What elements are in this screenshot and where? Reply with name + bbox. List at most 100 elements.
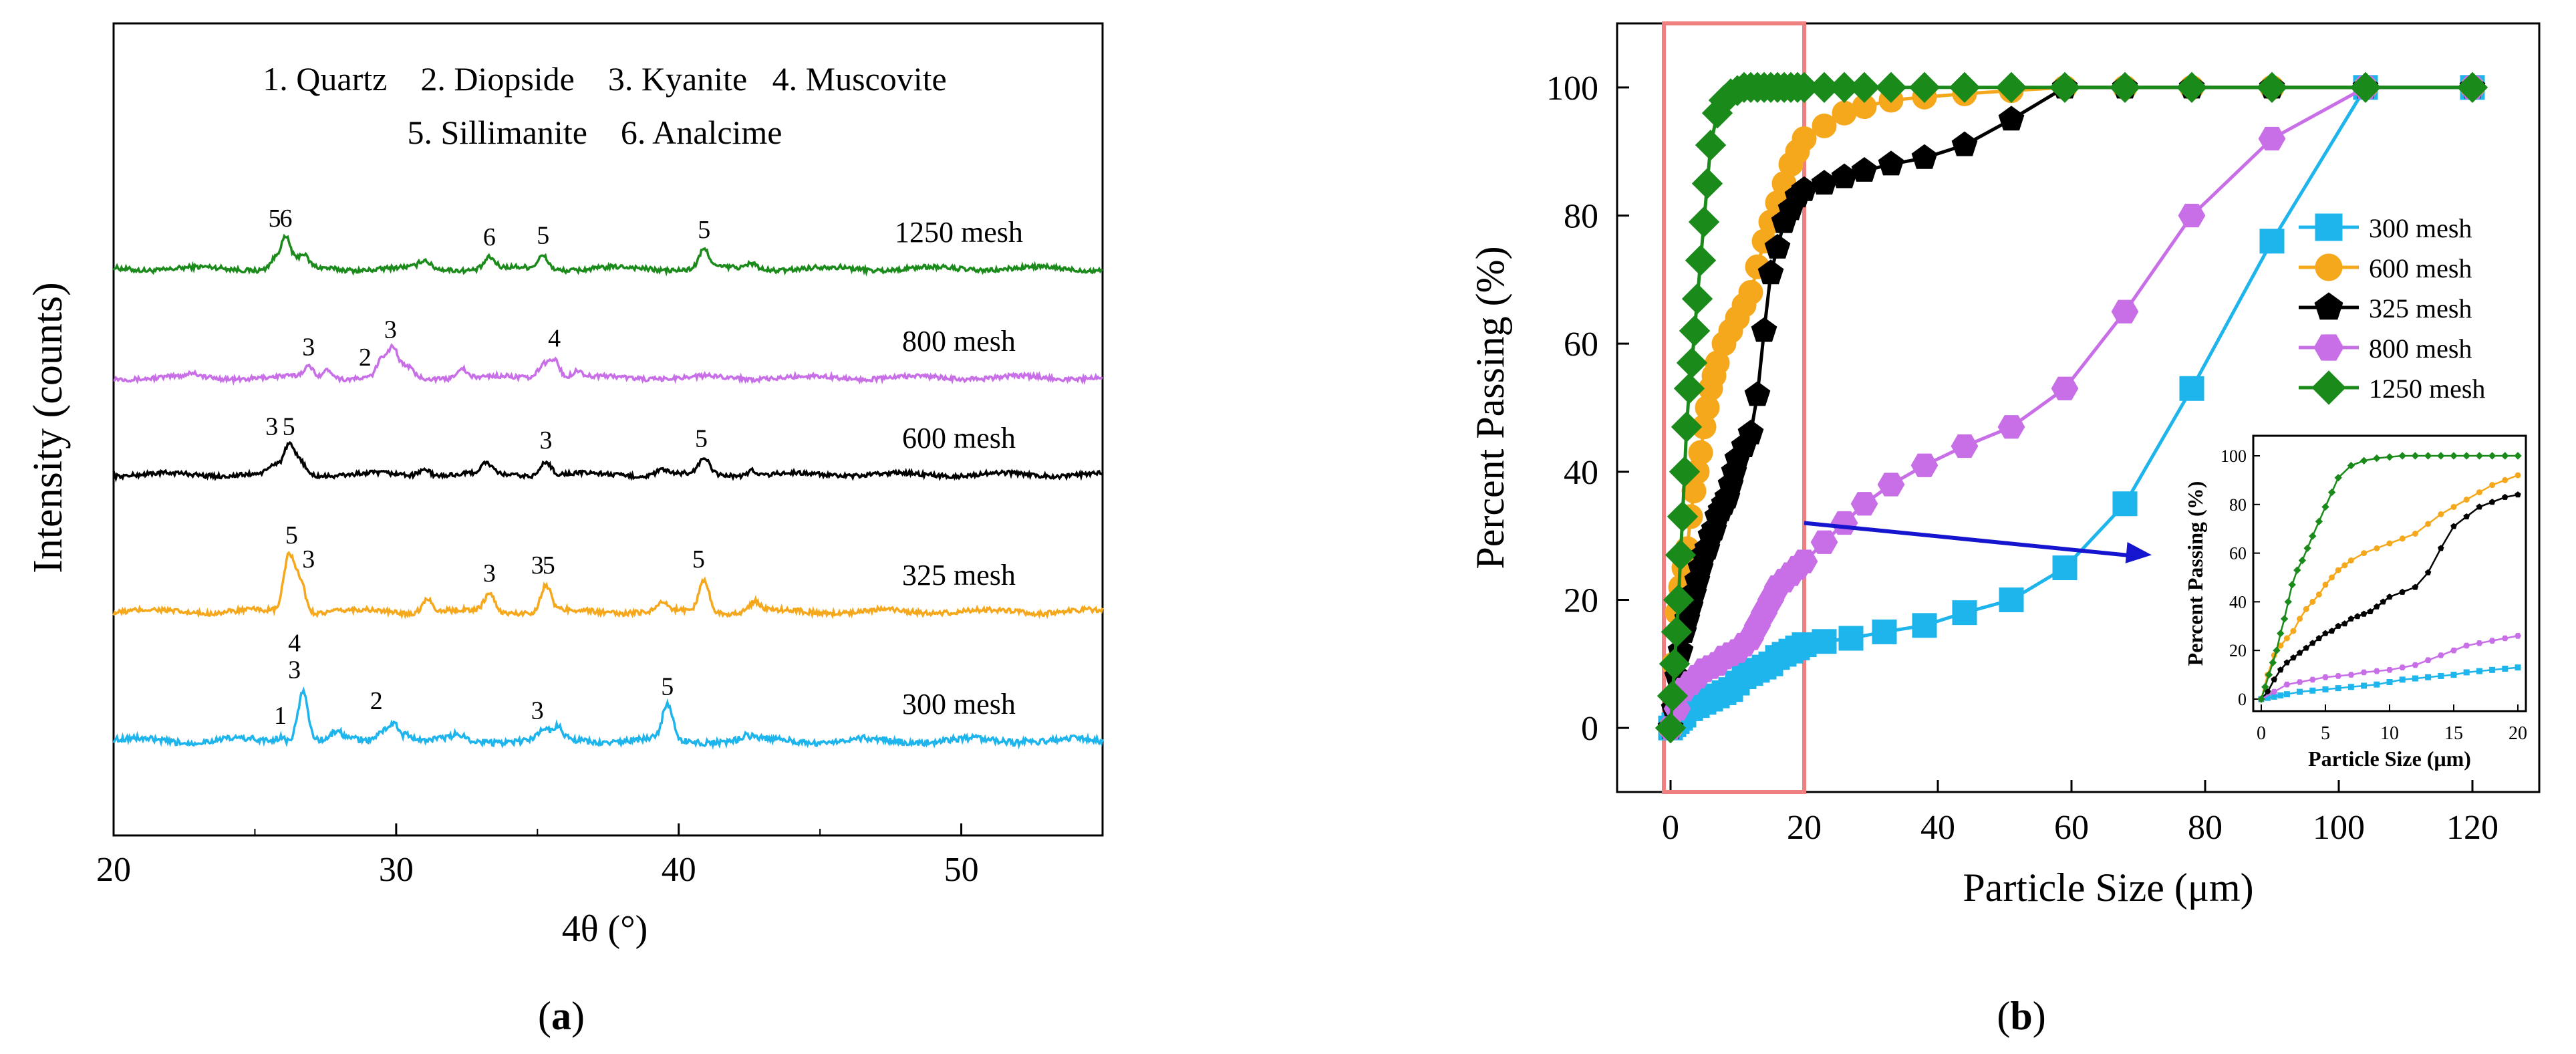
inset-xtick-label-0: 0 [2257, 723, 2266, 744]
b-ytick-label-20: 20 [1564, 582, 1598, 620]
inset-series-325-mesh [2258, 491, 2521, 702]
inset-xtick-label-10: 10 [2380, 723, 2399, 744]
inset-ticks [2253, 455, 2519, 711]
inset-x-axis-label: Particle Size (μm) [2308, 747, 2471, 771]
b-arrow-shaft [1804, 521, 2139, 559]
b-ytick-label-40: 40 [1564, 454, 1598, 492]
b-legend-label: 300 mesh [2369, 213, 2472, 243]
inset-data-point [2374, 545, 2380, 551]
inset-data-point [2476, 489, 2482, 496]
inset-data-point [2303, 606, 2309, 612]
b-data-point [1949, 72, 1981, 104]
b-data-point [2052, 555, 2078, 581]
b-data-point [2349, 72, 2382, 104]
inset-xtick-label-15: 15 [2444, 723, 2463, 744]
b-y-axis-label: Percent Passing (%) [1468, 246, 1512, 569]
b-data-point [1875, 72, 1907, 104]
inset-data-point [2309, 640, 2316, 646]
inset-data-point [2515, 633, 2521, 639]
inset-data-point [2315, 634, 2323, 642]
inset-data-point [2476, 668, 2482, 674]
b-data-point [1997, 415, 2025, 439]
a-peak-annotation: 5 [661, 673, 674, 701]
inset-ytick-label-0: 0 [2238, 690, 2247, 709]
inset-data-point [2315, 591, 2322, 598]
b-data-point [1663, 584, 1695, 616]
panel-b-zoom-highlight [1662, 21, 1806, 794]
b-data-point [1657, 680, 1689, 712]
a-peak-annotation: 3 [384, 315, 397, 344]
inset-data-point [2398, 452, 2406, 460]
inset-data-point [2296, 649, 2303, 656]
panel-a-x-ticks [112, 823, 1103, 835]
inset-data-point [2425, 674, 2432, 680]
inset-data-point [2450, 647, 2457, 654]
inset-data-point [2309, 676, 2316, 683]
b-legend-item-325-mesh: 325 mesh [2299, 292, 2472, 323]
inset-data-point [2424, 452, 2432, 460]
inset-data-point [2354, 613, 2361, 620]
b-legend-marker [2313, 334, 2344, 361]
inset-y-axis-label: Percent Passing (%) [2183, 481, 2207, 666]
b-data-point [1669, 456, 1701, 488]
inset-data-point [2501, 452, 2509, 460]
inset-data-point [2450, 452, 2458, 460]
inset-data-point [2322, 686, 2329, 692]
a-peak-annotation: 3 [265, 412, 278, 440]
a-peak-annotation: 2 [370, 687, 383, 715]
inset-data-point [2438, 511, 2444, 517]
inset-data-point [2514, 452, 2522, 460]
a-peak-annotation: 3 [483, 559, 496, 587]
b-data-point [1659, 648, 1691, 680]
inset-data-point [2463, 669, 2470, 676]
a-trace-label-1250-mesh: 1250 mesh [895, 216, 1023, 249]
a-trace-325-mesh [112, 551, 1104, 620]
inset-data-point [2334, 474, 2342, 482]
inset-data-point [2515, 664, 2521, 671]
panel-b-inset: 0 5 10 15 20 0 20 40 60 80 100 Particle … [2183, 434, 2527, 771]
inset-data-point [2437, 652, 2444, 658]
a-xtick-label-50: 50 [944, 851, 979, 889]
b-legend-item-300-mesh: 300 mesh [2299, 213, 2472, 243]
inset-data-point [2475, 452, 2484, 460]
inset-data-point [2399, 676, 2406, 683]
inset-series [2257, 452, 2522, 703]
b-ytick-label-0: 0 [1581, 710, 1598, 748]
inset-ytick-label-40: 40 [2229, 592, 2247, 612]
panel-b-y-tick-labels: 0 20 40 60 80 100 [1546, 70, 1598, 748]
b-data-point [1757, 259, 1784, 285]
inset-x-tick-labels: 0 5 10 15 20 [2257, 723, 2527, 744]
inset-data-point [2328, 628, 2335, 634]
a-trace-label-300-mesh: 300 mesh [902, 688, 1016, 720]
inset-data-point [2489, 482, 2496, 489]
b-data-point [1695, 129, 1727, 161]
inset-data-point [2438, 672, 2444, 679]
inset-data-point [2271, 693, 2277, 700]
inset-data-point [2329, 574, 2335, 581]
b-legend-marker [2315, 253, 2343, 281]
inset-ytick-label-80: 80 [2229, 495, 2247, 515]
inset-data-point [2257, 695, 2265, 703]
b-data-point [1998, 106, 2025, 131]
inset-data-point [2360, 610, 2368, 617]
b-data-point [1676, 347, 1708, 379]
inset-data-point [2502, 477, 2509, 483]
a-peak-annotation: 5 [269, 205, 281, 233]
a-peak-annotation: 3 [302, 545, 315, 573]
b-data-point [2456, 72, 2488, 104]
inset-data-point [2261, 683, 2269, 691]
inset-data-point [2373, 668, 2380, 674]
b-data-point [1810, 530, 1838, 554]
b-data-point [2256, 72, 2288, 104]
inset-data-point [2303, 644, 2309, 651]
b-legend-marker [2315, 213, 2343, 241]
b-legend-item-600-mesh: 600 mesh [2299, 253, 2472, 283]
inset-data-point [2327, 488, 2336, 497]
a-legend-line-2: 5. Sillimanite 6. Analcime [407, 114, 782, 151]
a-peak-annotation: 6 [279, 205, 292, 233]
a-peak-annotation: 5 [283, 412, 295, 440]
inset-data-point [2322, 581, 2329, 588]
b-data-point [1679, 315, 1711, 347]
a-peak-annotation: 3 [531, 697, 544, 725]
inset-data-point [2476, 640, 2483, 646]
